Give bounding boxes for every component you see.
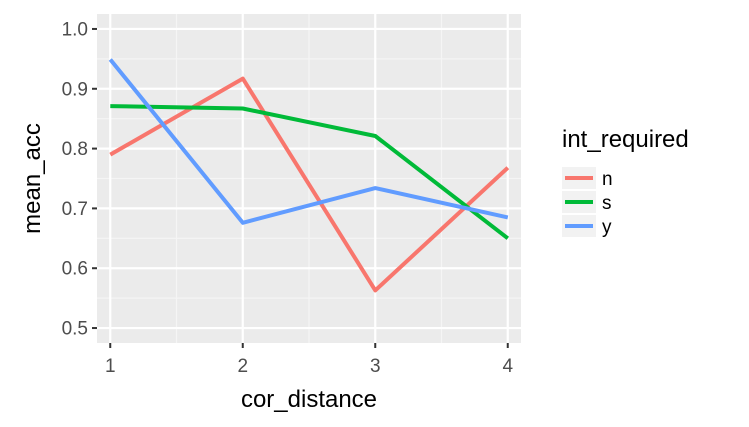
x-axis-title: cor_distance <box>241 386 377 413</box>
legend-label-s: s <box>602 193 612 214</box>
x-tick-label: 3 <box>370 356 381 377</box>
y-tick-label: 0.9 <box>62 79 88 100</box>
series-line-s <box>110 104 510 240</box>
legend-title: int_required <box>562 126 689 153</box>
x-tick-label: 2 <box>237 356 248 377</box>
y-tick-label: 0.8 <box>62 139 88 160</box>
series-line-n <box>109 76 510 293</box>
x-tick-label: 1 <box>105 356 116 377</box>
series-line-y <box>108 58 509 225</box>
legend-label-y: y <box>602 217 612 238</box>
series-lines <box>108 58 510 293</box>
y-tick-label: 1.0 <box>62 19 88 40</box>
x-axis: 1 2 3 4 <box>105 343 513 377</box>
y-axis: 0.5 0.6 0.7 0.8 0.9 1.0 <box>62 19 97 340</box>
y-tick-label: 0.5 <box>62 319 88 340</box>
x-tick-label: 4 <box>502 356 513 377</box>
legend-label-n: n <box>602 169 613 190</box>
legend: int_required nsy <box>562 126 689 238</box>
minor-grid <box>97 14 521 343</box>
y-tick-label: 0.7 <box>62 199 88 220</box>
legend-keys: nsy <box>562 167 613 238</box>
y-tick-label: 0.6 <box>62 259 88 280</box>
y-axis-title: mean_acc <box>19 123 46 234</box>
major-grid <box>97 14 521 343</box>
